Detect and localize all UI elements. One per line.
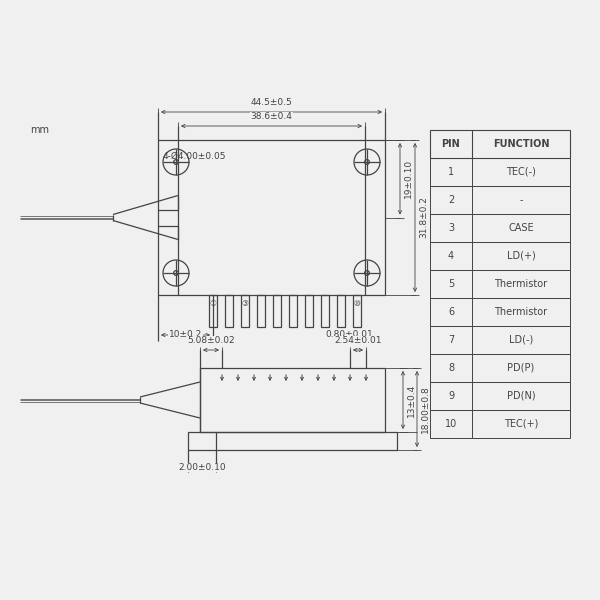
Text: 44.5±0.5: 44.5±0.5 — [251, 98, 292, 107]
Text: LD(+): LD(+) — [506, 251, 535, 261]
Text: 2.54±0.01: 2.54±0.01 — [334, 336, 382, 345]
Bar — [430, 354, 570, 382]
Text: 10: 10 — [445, 419, 457, 429]
Text: 31.8±0.2: 31.8±0.2 — [419, 197, 428, 238]
Bar — [430, 214, 570, 242]
Text: 19±0.10: 19±0.10 — [404, 159, 413, 199]
Text: 10±0.2: 10±0.2 — [169, 330, 202, 339]
Bar — [430, 410, 570, 438]
Bar — [321, 295, 329, 327]
Text: FUNCTION: FUNCTION — [493, 139, 549, 149]
Text: ③: ③ — [242, 299, 248, 308]
Bar — [430, 270, 570, 298]
Text: LD(-): LD(-) — [509, 335, 533, 345]
Bar — [430, 326, 570, 354]
Bar — [273, 295, 281, 327]
Bar — [430, 130, 570, 158]
Bar — [209, 295, 217, 327]
Text: 3: 3 — [448, 223, 454, 233]
Text: 38.6±0.4: 38.6±0.4 — [251, 112, 292, 121]
Bar — [430, 242, 570, 270]
Text: 5.08±0.02: 5.08±0.02 — [187, 336, 235, 345]
Text: 2.00±0.10: 2.00±0.10 — [178, 463, 226, 472]
Text: 5: 5 — [448, 279, 454, 289]
Bar — [430, 382, 570, 410]
Text: 7: 7 — [448, 335, 454, 345]
Bar — [289, 295, 297, 327]
Bar — [353, 295, 361, 327]
Bar — [337, 295, 345, 327]
Bar — [225, 295, 233, 327]
Text: 1: 1 — [448, 167, 454, 177]
Text: PD(P): PD(P) — [508, 363, 535, 373]
Text: 0.80±0.01: 0.80±0.01 — [325, 330, 373, 339]
Text: mm: mm — [30, 125, 49, 135]
Bar — [257, 295, 265, 327]
Text: 6: 6 — [448, 307, 454, 317]
Text: 18.00±0.8: 18.00±0.8 — [421, 385, 430, 433]
Bar — [188, 432, 397, 450]
Bar — [241, 295, 249, 327]
Text: TEC(+): TEC(+) — [504, 419, 538, 429]
Text: CASE: CASE — [508, 223, 534, 233]
Text: TEC(-): TEC(-) — [506, 167, 536, 177]
Text: PIN: PIN — [442, 139, 460, 149]
Text: 13±0.4: 13±0.4 — [407, 383, 416, 416]
Text: 2: 2 — [448, 195, 454, 205]
Text: 8: 8 — [448, 363, 454, 373]
Text: 9: 9 — [448, 391, 454, 401]
Text: Thermistor: Thermistor — [494, 279, 548, 289]
Bar — [158, 140, 385, 295]
Text: PD(N): PD(N) — [506, 391, 535, 401]
Bar — [200, 368, 385, 432]
Bar — [430, 186, 570, 214]
Text: -: - — [519, 195, 523, 205]
Bar — [430, 298, 570, 326]
Text: 4: 4 — [448, 251, 454, 261]
Bar — [305, 295, 313, 327]
Text: ①: ① — [209, 299, 217, 308]
Text: Thermistor: Thermistor — [494, 307, 548, 317]
Text: 4-Ø4.00±0.05: 4-Ø4.00±0.05 — [163, 152, 227, 161]
Bar — [430, 158, 570, 186]
Text: ⑩: ⑩ — [353, 299, 361, 308]
